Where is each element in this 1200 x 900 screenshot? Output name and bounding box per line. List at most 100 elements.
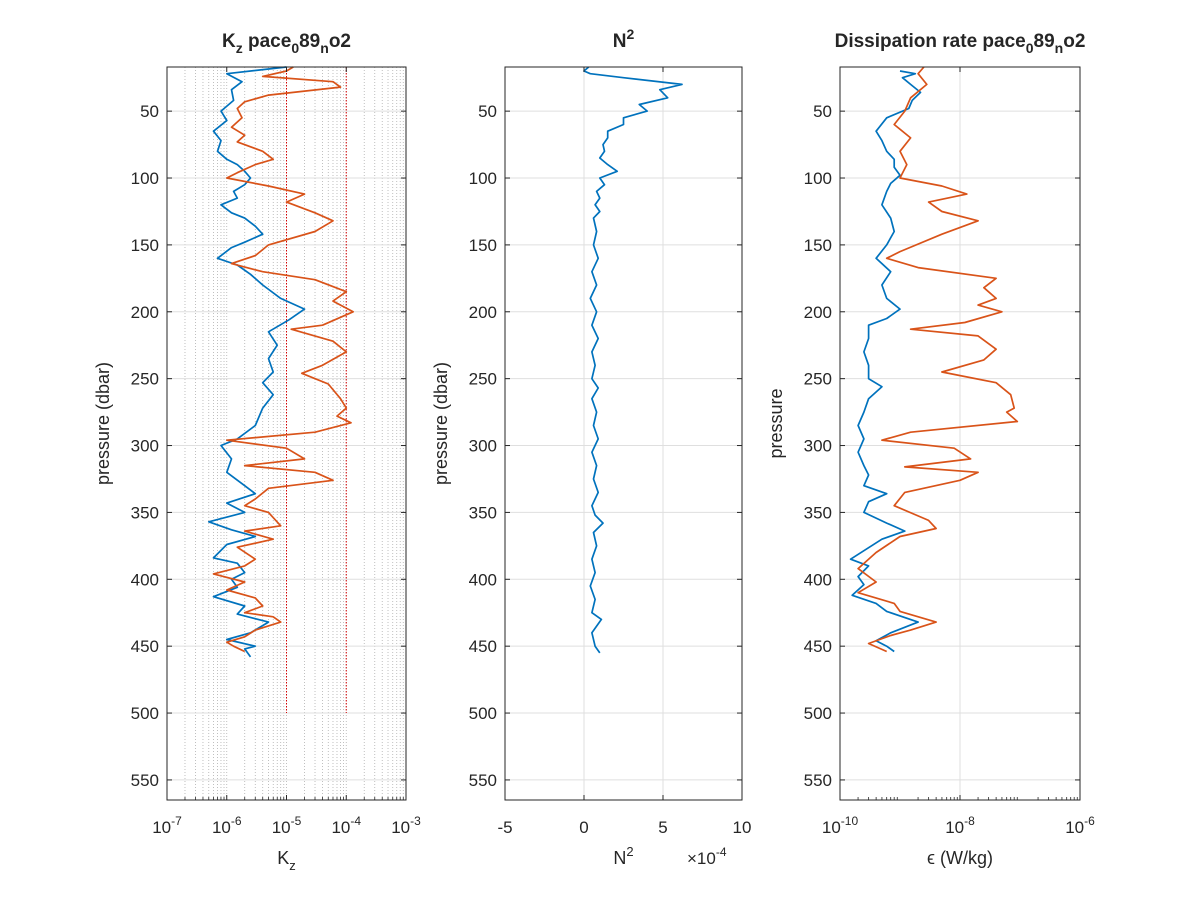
title-part: 2	[626, 26, 634, 42]
ytick-label: 350	[469, 503, 497, 522]
xtick-label: 10-4	[331, 814, 361, 837]
xtick-exponent: -5	[291, 814, 302, 828]
title-part: N	[613, 31, 627, 52]
ytick-label: 550	[469, 771, 497, 790]
ytick-label: 250	[469, 370, 497, 389]
xtick-exponent: -10	[841, 814, 859, 828]
x-axis-label: N2	[613, 844, 633, 868]
ytick-label: 350	[804, 503, 832, 522]
grid	[840, 67, 1080, 800]
ytick-label: 100	[469, 169, 497, 188]
ytick-label: 50	[813, 102, 832, 121]
title-part: o2	[1063, 31, 1085, 52]
ytick-label: 450	[469, 637, 497, 656]
title-part: n	[320, 40, 329, 56]
xtick-base: 10	[272, 818, 291, 837]
x-axis-label: Kz	[277, 848, 296, 873]
xtick-label: 10-6	[212, 814, 242, 837]
xtick-exponent: -6	[231, 814, 242, 828]
xtick-exponent: -6	[1084, 814, 1095, 828]
title-part: 0	[291, 40, 299, 56]
exponent-power: -4	[716, 845, 727, 859]
x-axis-label-base: N	[613, 848, 626, 868]
xtick-exponent: -3	[410, 814, 421, 828]
xtick-label: 5	[658, 818, 667, 837]
ytick-label: 150	[804, 236, 832, 255]
ytick-label: 200	[804, 303, 832, 322]
ytick-label: 550	[804, 771, 832, 790]
xtick-label: 10	[733, 818, 752, 837]
y-axis-label: pressure	[766, 388, 786, 458]
ytick-label: 500	[804, 704, 832, 723]
y-axis-label: pressure (dbar)	[431, 362, 451, 485]
axes-box	[504, 66, 743, 801]
title-part: K	[222, 31, 236, 52]
exponent-base: ×10	[687, 849, 716, 868]
ytick-label: 450	[804, 637, 832, 656]
ytick-label: 150	[131, 236, 159, 255]
xtick-base: 10	[331, 818, 350, 837]
ytick-label: 550	[131, 771, 159, 790]
ytick-label: 250	[804, 370, 832, 389]
xtick-label: 10-10	[822, 814, 859, 837]
xtick-exponent: -8	[964, 814, 975, 828]
grid	[505, 67, 742, 800]
ytick-label: 250	[131, 370, 159, 389]
grid	[167, 67, 406, 800]
series-line-blue	[207, 66, 306, 658]
x-axis-exponent-label: ×10-4	[687, 845, 727, 868]
xtick-label: 10-7	[152, 814, 182, 837]
series-line-orange	[857, 66, 1019, 653]
title-part: 0	[1026, 40, 1034, 56]
ytick-label: 300	[469, 437, 497, 456]
subplot-title: N2	[613, 26, 635, 52]
ytick-label: 50	[478, 102, 497, 121]
series-line-blue	[849, 70, 922, 653]
xtick-label: -5	[497, 818, 512, 837]
xtick-label: 10-6	[1065, 814, 1095, 837]
xtick-exponent: -7	[171, 814, 182, 828]
xtick-label: 10-8	[945, 814, 975, 837]
ytick-label: 300	[131, 437, 159, 456]
series-line-blue	[583, 66, 683, 654]
title-part: 89	[299, 31, 320, 52]
ytick-label: 450	[131, 637, 159, 656]
y-axis-label: pressure (dbar)	[93, 362, 113, 485]
xtick-base: 10	[822, 818, 841, 837]
xtick-base: 10	[391, 818, 410, 837]
xtick-label: 0	[579, 818, 588, 837]
title-part: z	[236, 40, 243, 56]
series-line-orange	[212, 66, 354, 653]
ytick-label: 50	[140, 102, 159, 121]
ytick-label: 500	[131, 704, 159, 723]
xtick-exponent: -4	[350, 814, 361, 828]
title-part: n	[1055, 40, 1064, 56]
ytick-label: 100	[804, 169, 832, 188]
xtick-base: 10	[1065, 818, 1084, 837]
title-part: 89	[1034, 31, 1055, 52]
xtick-base: 10	[945, 818, 964, 837]
ytick-label: 150	[469, 236, 497, 255]
xtick-base: 10	[152, 818, 171, 837]
xtick-label: 10-3	[391, 814, 421, 837]
x-axis-label: ϵ (W/kg)	[927, 848, 993, 868]
ytick-label: 100	[131, 169, 159, 188]
ytick-label: 200	[131, 303, 159, 322]
ytick-label: 400	[804, 570, 832, 589]
ytick-label: 500	[469, 704, 497, 723]
title-part: pace	[243, 31, 292, 52]
ytick-label: 350	[131, 503, 159, 522]
xtick-base: 10	[212, 818, 231, 837]
xtick-label: 10-5	[272, 814, 302, 837]
title-part: o2	[329, 31, 351, 52]
x-axis-label-base: K	[277, 848, 289, 868]
subplot-title: Dissipation rate pace089no2	[835, 31, 1086, 56]
title-part: Dissipation rate pace	[835, 31, 1026, 52]
ytick-label: 400	[131, 570, 159, 589]
x-axis-label-script: 2	[626, 844, 633, 859]
ytick-label: 300	[804, 437, 832, 456]
subplot-2: 50 100 150 200 250 300 350 400 450 500 550 -5 0 5 10 pr…	[431, 26, 751, 868]
